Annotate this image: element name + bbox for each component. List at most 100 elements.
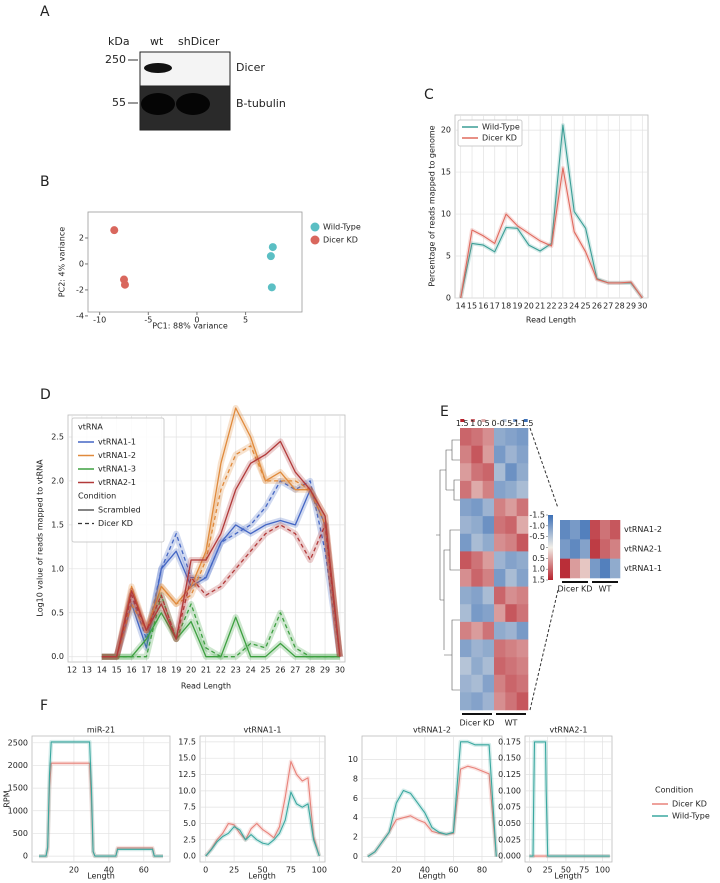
y-tick-label: 15: [441, 168, 451, 177]
heatmap-cell: [610, 539, 621, 559]
y-tick-label: 2: [79, 233, 84, 242]
heatmap-cell: [516, 445, 529, 464]
heatmap-cell: [505, 569, 517, 587]
heatmap-cell: [494, 692, 506, 711]
x-tick-label: 18: [501, 302, 511, 311]
heatmap-cell: [505, 551, 517, 570]
y-axis-label: Log10 value of reads mapped to vtRNA: [36, 459, 45, 617]
x-tick-label: 24: [246, 666, 256, 675]
x-tick-label: 20: [69, 866, 79, 875]
x-tick-label: 27: [290, 666, 300, 675]
line: [101, 524, 341, 658]
y-tick-label: 2.5: [51, 432, 64, 441]
heatmap-cell: [482, 586, 495, 605]
y-tick-label: 0: [79, 259, 84, 268]
y-tick-label: 2.5: [183, 835, 196, 844]
heatmap-cell: [482, 657, 495, 676]
group-label: Dicer KD: [460, 719, 495, 728]
x-tick-label: 20: [391, 866, 401, 875]
heatmap-cell: [505, 533, 517, 552]
legend-label: Dicer KD: [98, 519, 133, 528]
line: [101, 594, 340, 658]
heatmap-cell: [494, 445, 506, 464]
heatmap-cell: [471, 569, 483, 587]
y-tick-label: 5: [446, 252, 451, 261]
heatmap-cell: [494, 604, 506, 623]
y-tick-label: 0.0: [51, 652, 64, 661]
heatmap-cell: [505, 657, 517, 676]
legend-label: Wild-Type: [672, 812, 710, 821]
colorbar-label: 0: [540, 543, 545, 552]
y-tick-label: 15.0: [178, 754, 196, 763]
heatmap-cell: [482, 604, 495, 623]
x-tick-label: 14: [97, 666, 107, 675]
x-tick-label: 60: [139, 866, 149, 875]
legend-label: vtRNA1-1: [98, 438, 136, 447]
x-tick-label: 15: [467, 302, 477, 311]
heatmap-cell: [494, 586, 506, 605]
group-label: Dicer KD: [558, 585, 593, 594]
x-tick-label: 25: [229, 866, 239, 875]
heatmap-cell: [471, 657, 483, 676]
legend-label: Dicer KD: [672, 800, 707, 809]
x-tick-label: 29: [626, 302, 636, 311]
heatmap-cell: [580, 539, 591, 559]
x-tick-label: 23: [558, 302, 568, 311]
heatmap-cell: [482, 516, 495, 535]
heatmap-cell: [600, 539, 611, 559]
heatmap-cell: [516, 498, 529, 517]
colorbar-label: 0.5: [477, 419, 490, 428]
heatmap-cell: [471, 498, 483, 517]
y-tick-label: 0.125: [498, 770, 521, 779]
heatmap-cell: [516, 569, 529, 587]
point: [267, 283, 276, 292]
zoom-line: [529, 427, 559, 509]
heatmap-cell: [494, 621, 506, 640]
x-tick-label: 25: [260, 666, 270, 675]
line: [367, 741, 497, 858]
legend-label: Scrambled: [98, 506, 141, 515]
lane-label: shDicer: [178, 35, 220, 48]
panel-label: C: [424, 87, 434, 103]
legend-swatch: [310, 235, 320, 245]
chart-title: vtRNA1-1: [244, 726, 282, 735]
heatmap-cell: [505, 445, 517, 464]
heatmap-cell: [560, 558, 571, 579]
heatmap-cell: [516, 639, 529, 658]
colorbar-label: -1.0: [529, 521, 545, 530]
line: [205, 760, 320, 857]
heatmap-cell: [494, 569, 506, 587]
panel-label: E: [440, 404, 449, 420]
blot-band: [144, 63, 172, 73]
x-tick-label: 18: [156, 666, 166, 675]
heatmap-cell: [460, 674, 472, 693]
y-tick-label: 0.0: [183, 852, 196, 861]
heatmap-cell: [494, 674, 506, 693]
heatmap-cell: [516, 551, 529, 570]
colorbar-swatch: [523, 419, 528, 422]
heatmap-cell: [471, 674, 483, 693]
colorbar-label: 0.5: [532, 554, 545, 563]
x-tick-label: 19: [171, 666, 181, 675]
x-tick-label: 27: [603, 302, 613, 311]
x-tick-label: 21: [535, 302, 545, 311]
heatmap-cell: [516, 533, 529, 552]
zoom-line: [529, 589, 559, 711]
y-tick-label: 1.0: [51, 564, 64, 573]
row-label: vtRNA2-1: [624, 545, 662, 554]
chart-title: vtRNA2-1: [550, 726, 588, 735]
x-tick-label: 20: [524, 302, 534, 311]
point: [268, 243, 277, 252]
legend-swatch: [310, 222, 320, 232]
heatmap-cell: [505, 604, 517, 623]
x-tick-label: 26: [275, 666, 285, 675]
heatmap-cell: [516, 516, 529, 535]
y-tick-label: 500: [13, 829, 28, 838]
panel-label: F: [40, 698, 48, 714]
heatmap-cell: [505, 428, 517, 446]
heatmap-cell: [460, 551, 472, 570]
heatmap-cell: [560, 539, 571, 559]
x-tick-label: 23: [231, 666, 241, 675]
x-tick-label: 30: [637, 302, 647, 311]
heatmap-cell: [580, 520, 591, 540]
